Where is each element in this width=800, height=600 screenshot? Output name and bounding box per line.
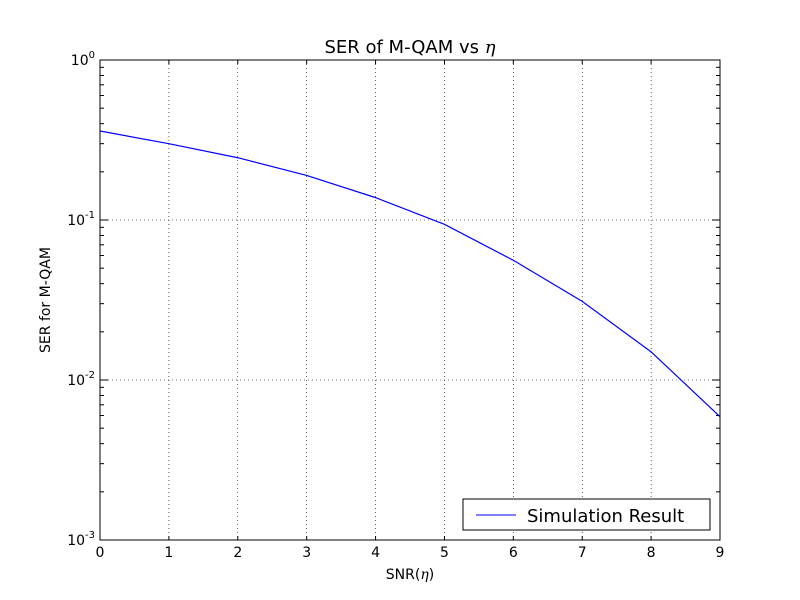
chart-title: SER of M-QAM vs η — [324, 37, 495, 58]
y-axis-label: SER for M-QAM — [38, 247, 54, 353]
y-tick-label: 10-2 — [67, 370, 95, 389]
x-tick-label: 0 — [96, 545, 105, 561]
y-tick-label: 10-1 — [67, 210, 95, 229]
y-tick-base: 10 — [67, 373, 85, 389]
y-tick-exponent: 0 — [89, 50, 95, 61]
legend: Simulation Result — [462, 498, 711, 531]
x-axis-label-end: ) — [429, 567, 434, 583]
y-tick-label: 10-3 — [67, 530, 95, 549]
x-tick-label: 5 — [440, 545, 449, 561]
legend-label-simulation-result: Simulation Result — [527, 506, 684, 527]
x-tick-labels: 0 1 2 3 4 5 6 7 8 9 — [96, 545, 725, 561]
minor-ticks — [100, 66, 720, 493]
chart-title-text: SER of M-QAM vs — [324, 37, 484, 58]
x-axis-label-text: SNR( — [386, 567, 421, 583]
x-tick-label: 4 — [371, 545, 380, 561]
x-axis-label: SNR(η) — [386, 567, 434, 583]
x-tick-label: 2 — [233, 545, 242, 561]
y-tick-exponent: -1 — [85, 210, 95, 221]
y-tick-exponent: -2 — [85, 370, 95, 381]
y-tick-exponent: -3 — [85, 530, 95, 541]
y-tick-label: 100 — [71, 50, 95, 69]
x-tick-label: 9 — [716, 545, 725, 561]
y-tick-base: 10 — [67, 533, 85, 549]
plot-frame — [99, 59, 721, 541]
y-tick-base: 10 — [67, 213, 85, 229]
chart-title-symbol: η — [485, 37, 496, 58]
grid-lines — [100, 60, 720, 540]
x-axis-label-symbol: η — [420, 567, 429, 583]
x-tick-label: 8 — [647, 545, 656, 561]
x-tick-label: 1 — [164, 545, 173, 561]
series-line-simulation-result — [99, 130, 721, 418]
x-tick-label: 7 — [578, 545, 587, 561]
x-tick-label: 3 — [302, 545, 311, 561]
y-tick-base: 10 — [71, 53, 89, 69]
x-tick-label: 6 — [509, 545, 518, 561]
